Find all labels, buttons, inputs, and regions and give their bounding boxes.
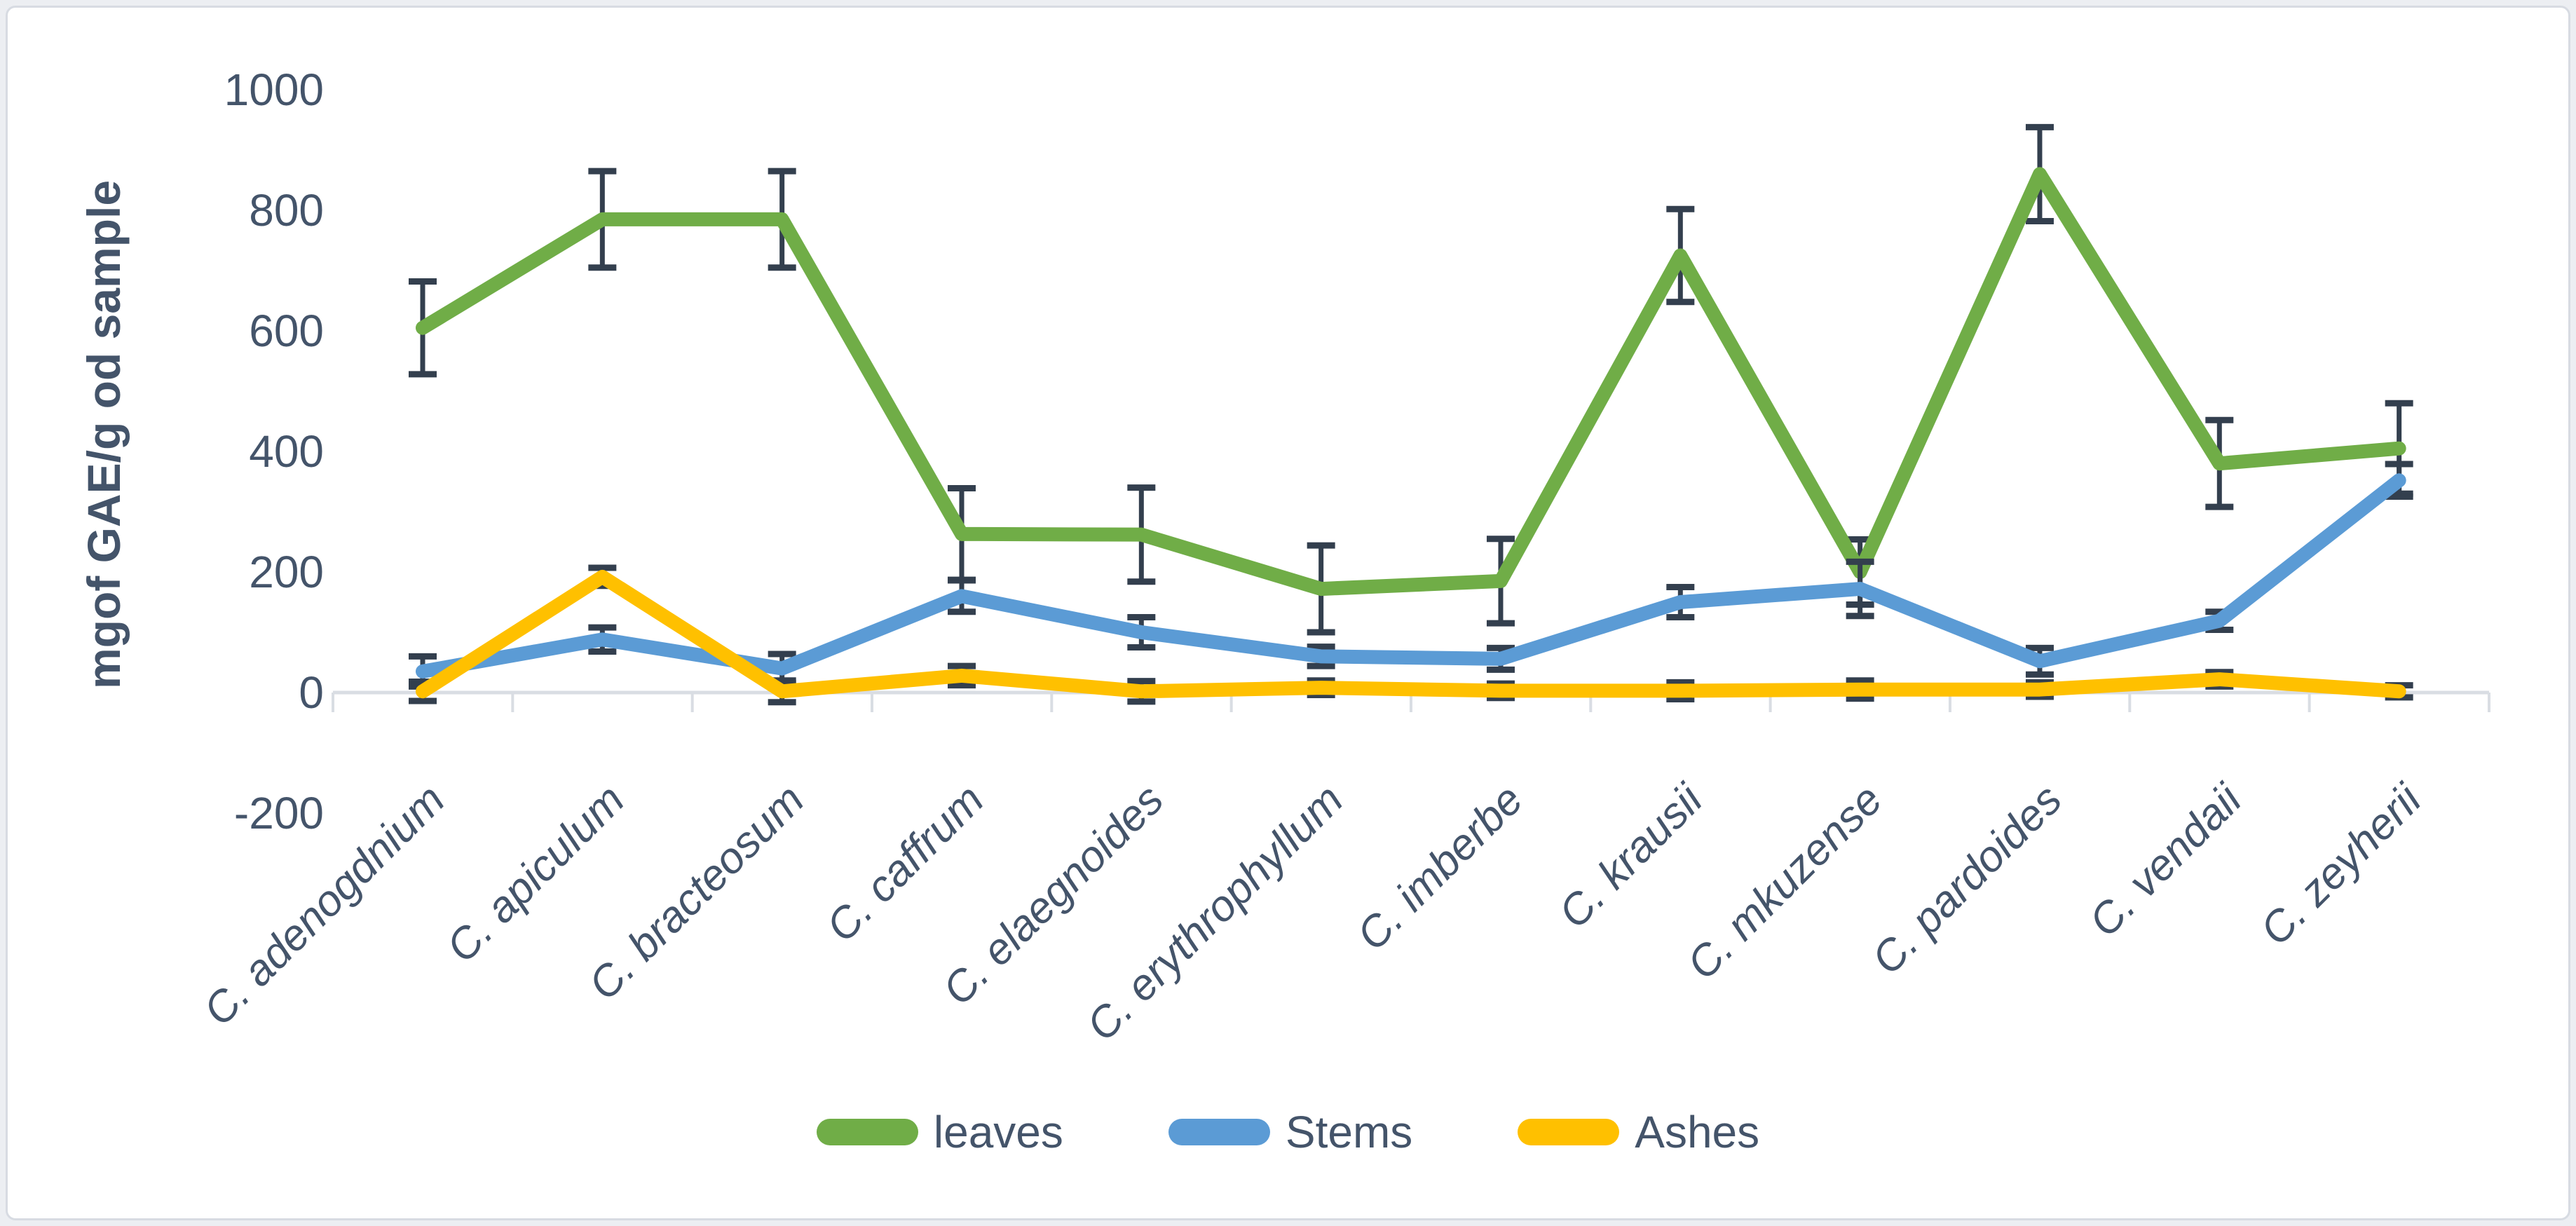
x-category-label: C. apiculum — [437, 775, 634, 972]
y-tick-label: 1000 — [224, 64, 324, 115]
x-category-label: C. vendaii — [2080, 775, 2251, 946]
y-axis-title: mgof GAE/g od sample — [78, 179, 130, 690]
x-category-label: C. zeyherii — [2251, 775, 2432, 955]
y-tick-label: -200 — [234, 788, 324, 838]
legend-swatch-Ashes — [1518, 1119, 1620, 1145]
x-category-label: C. krausii — [1550, 775, 1713, 938]
legend: leaves Stems Ashes — [0, 1106, 2576, 1158]
legend-item-Stems: Stems — [1168, 1106, 1412, 1158]
error-bars-leaves — [409, 123, 2413, 636]
x-category-label: C. pardoides — [1862, 775, 2071, 983]
y-tick-label: 600 — [249, 306, 324, 356]
series-line-Ashes — [416, 569, 2406, 699]
legend-item-Ashes: Ashes — [1518, 1106, 1759, 1158]
legend-item-leaves: leaves — [816, 1106, 1063, 1158]
x-category-label: C. imberbe — [1348, 775, 1532, 960]
legend-item-label: Ashes — [1635, 1107, 1760, 1157]
series-line-leaves — [416, 167, 2406, 597]
y-tick-label: 800 — [249, 185, 324, 236]
chart-frame — [6, 6, 2570, 1220]
legend-item-label: leaves — [933, 1107, 1063, 1157]
y-tick-label: 0 — [299, 667, 324, 718]
y-tick-label: 400 — [249, 426, 324, 477]
y-tick-label: 200 — [249, 547, 324, 597]
x-category-label: C. caffrum — [817, 775, 993, 951]
legend-item-label: Stems — [1285, 1107, 1413, 1157]
x-category-label: C. mkuzense — [1678, 775, 1892, 989]
legend-swatch-leaves — [816, 1119, 918, 1145]
series-line-Stems — [416, 473, 2406, 679]
legend-swatch-Stems — [1168, 1119, 1270, 1145]
